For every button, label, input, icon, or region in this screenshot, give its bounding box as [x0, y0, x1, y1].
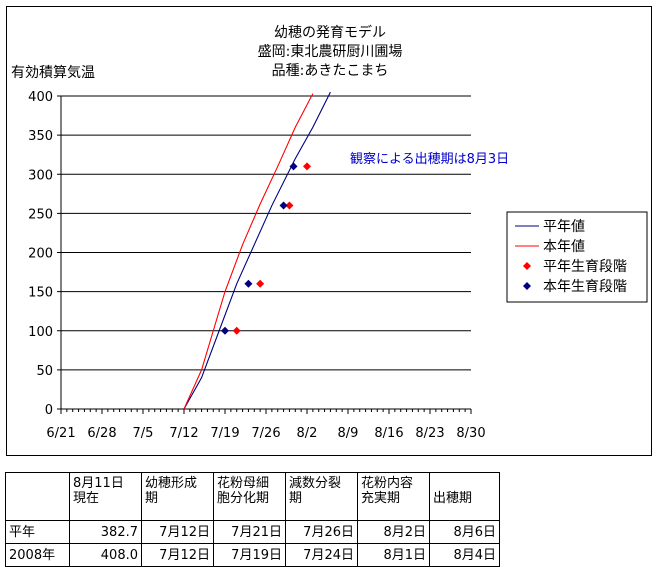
- x-tick-label: 8/2: [297, 426, 318, 441]
- series-point: [289, 162, 298, 171]
- chart-title-line: 盛岡:東北農研厨川圃場: [258, 44, 403, 60]
- table-cell: 7月19日: [213, 543, 286, 567]
- y-tick-label: 50: [36, 364, 53, 379]
- series-point: [279, 201, 288, 210]
- table-header-row: 8月11日 現在 幼穂形成 期 花粉母細 胞分化期 減数分裂 期 花粉内容 充実…: [5, 472, 500, 521]
- y-axis-label: 有効積算気温: [11, 65, 95, 81]
- legend-marker-swatch: [523, 262, 531, 270]
- x-tick-label: 7/12: [169, 426, 198, 441]
- x-tick-label: 8/23: [415, 426, 444, 441]
- table-cell: 7月12日: [141, 520, 214, 544]
- y-tick-label: 150: [28, 286, 53, 301]
- legend-label: 平年生育段階: [543, 259, 627, 275]
- table-cell: 8月1日: [357, 543, 430, 567]
- y-tick-label: 300: [28, 168, 53, 183]
- growth-stage-table: 8月11日 現在 幼穂形成 期 花粉母細 胞分化期 減数分裂 期 花粉内容 充実…: [5, 472, 500, 567]
- series-point: [303, 162, 311, 171]
- table-cell: 2008年: [5, 543, 70, 567]
- x-tick-label: 6/28: [87, 426, 116, 441]
- table-cell: 7月26日: [285, 520, 358, 544]
- series-point: [232, 326, 241, 335]
- table-cell: 7月24日: [285, 543, 358, 567]
- table-cell: 8月6日: [429, 520, 500, 544]
- x-tick-label: 7/19: [210, 426, 239, 441]
- table-header-cell: 花粉母細 胞分化期: [213, 472, 286, 521]
- table-cell: 7月21日: [213, 520, 286, 544]
- table-cell: 平年: [5, 520, 70, 544]
- table-row: 2008年 408.0 7月12日 7月19日 7月24日 8月1日 8月4日: [5, 543, 500, 567]
- table-header-cell: 花粉内容 充実期: [357, 472, 430, 521]
- table-cell: 408.0: [69, 543, 142, 567]
- series-line: [183, 91, 331, 410]
- chart-annotation: 観察による出穂期は8月3日: [350, 152, 509, 167]
- series-point: [256, 279, 265, 288]
- table-header-cell: 幼穂形成 期: [141, 472, 214, 521]
- table-cell: 7月12日: [141, 543, 214, 567]
- table-header-cell: 減数分裂 期: [285, 472, 358, 521]
- x-tick-label: 8/16: [374, 426, 403, 441]
- chart-title-line: 品種:あきたこまち: [272, 63, 389, 79]
- y-tick-label: 400: [28, 90, 53, 105]
- chart-title-line: 幼穂の発育モデル: [274, 24, 386, 41]
- legend-box: [506, 211, 648, 303]
- series-point: [285, 201, 294, 210]
- x-tick-label: 7/26: [251, 426, 280, 441]
- table-header-cell: [5, 472, 70, 521]
- x-tick-label: 8/9: [338, 426, 359, 441]
- chart-frame: 幼穂の発育モデル盛岡:東北農研厨川圃場 品種:あきたこまち 有効積算気温 0 50 100…: [6, 6, 652, 456]
- y-tick-label: 200: [28, 247, 53, 262]
- y-tick-label: 100: [28, 325, 53, 340]
- table-cell: 382.7: [69, 520, 142, 544]
- table-cell: 8月2日: [357, 520, 430, 544]
- series-point: [244, 279, 253, 288]
- legend-marker-swatch: [523, 282, 531, 290]
- table-cell: 8月4日: [429, 543, 500, 567]
- legend-label: 本年生育段階: [543, 279, 627, 295]
- table-row: 平年 382.7 7月12日 7月21日 7月26日 8月2日 8月6日: [5, 520, 500, 544]
- x-tick-label: 7/5: [133, 426, 154, 441]
- legend-label: 本年値: [543, 239, 585, 255]
- table-header-cell: 8月11日 現在: [69, 472, 142, 521]
- x-tick-label: 6/21: [46, 426, 75, 441]
- legend-label: 平年値: [543, 219, 585, 235]
- table-header-cell: 出穂期: [429, 472, 500, 521]
- y-tick-label: 250: [28, 207, 53, 222]
- y-tick-label: 350: [28, 129, 53, 144]
- x-tick-label: 8/30: [456, 426, 485, 441]
- y-tick-label: 0: [45, 403, 53, 418]
- series-line: [183, 93, 314, 410]
- series-point: [221, 326, 229, 335]
